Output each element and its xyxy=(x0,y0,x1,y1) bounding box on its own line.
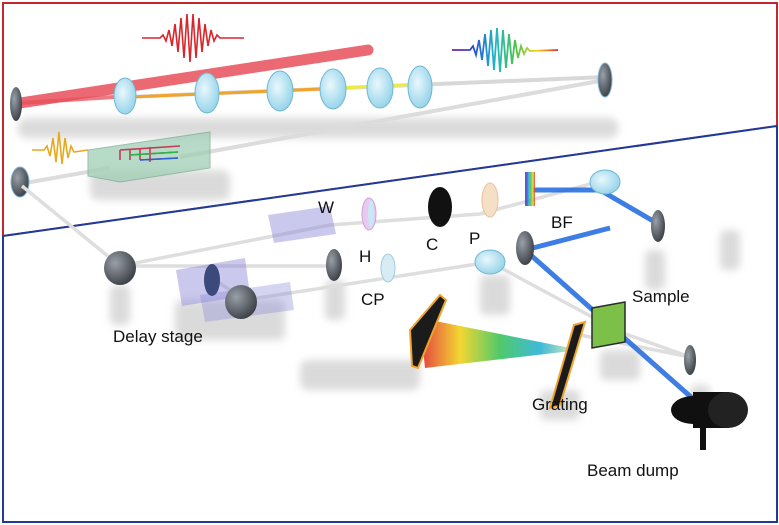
floor-shadows xyxy=(18,118,740,420)
label-w: W xyxy=(318,198,334,217)
mirror-right xyxy=(597,62,613,98)
sample-plate xyxy=(591,301,626,349)
lens-1 xyxy=(113,77,137,115)
mirror-bottom-left xyxy=(10,166,30,198)
beam-splitter xyxy=(474,249,506,275)
return-beam xyxy=(179,78,606,159)
mirror-m6 xyxy=(651,210,665,242)
bandpass-filter-bf xyxy=(525,172,535,206)
label-p: P xyxy=(469,229,480,248)
lens-5 xyxy=(366,67,394,109)
mirror-m8 xyxy=(589,169,621,195)
half-wave-plate-h xyxy=(368,200,374,228)
lower-mirrors xyxy=(104,169,696,375)
mirror-m1 xyxy=(104,251,136,285)
detector-array xyxy=(408,293,448,370)
mirror-m5 xyxy=(516,231,534,265)
beam-dump xyxy=(671,392,748,450)
red-pulse-waveform xyxy=(142,13,244,63)
lens-4 xyxy=(319,68,347,110)
mirror-m7 xyxy=(684,345,696,375)
label-grating: Grating xyxy=(532,395,588,414)
waveguide-chip xyxy=(87,131,211,183)
polarizer-p xyxy=(481,182,499,218)
upper-lenses xyxy=(113,65,433,115)
grating xyxy=(548,320,587,410)
label-cp: CP xyxy=(361,290,385,309)
label-bf: BF xyxy=(551,213,573,232)
lens-3 xyxy=(266,70,294,112)
lower-panel-frame xyxy=(2,124,778,523)
mirror-m2 xyxy=(326,249,342,281)
label-c: C xyxy=(426,235,438,254)
red-pump-beam xyxy=(14,44,374,109)
red-beam-return xyxy=(19,94,131,105)
dispersed-spectrum xyxy=(420,318,580,368)
label-beam-dump: Beam dump xyxy=(587,461,679,480)
compensation-plate-cp xyxy=(380,253,396,283)
label-h: H xyxy=(359,247,371,266)
mirror-left xyxy=(10,87,22,121)
mirror-m3 xyxy=(204,264,220,296)
chopper-c xyxy=(428,187,452,227)
input-pulse-waveform xyxy=(32,131,89,165)
label-sample: Sample xyxy=(632,287,690,306)
mirror-m4 xyxy=(225,285,257,319)
label-delay-stage: Delay stage xyxy=(113,327,203,346)
lens-2 xyxy=(194,72,220,114)
chirped-pulse-waveform xyxy=(452,27,559,73)
lens-6 xyxy=(407,65,433,109)
